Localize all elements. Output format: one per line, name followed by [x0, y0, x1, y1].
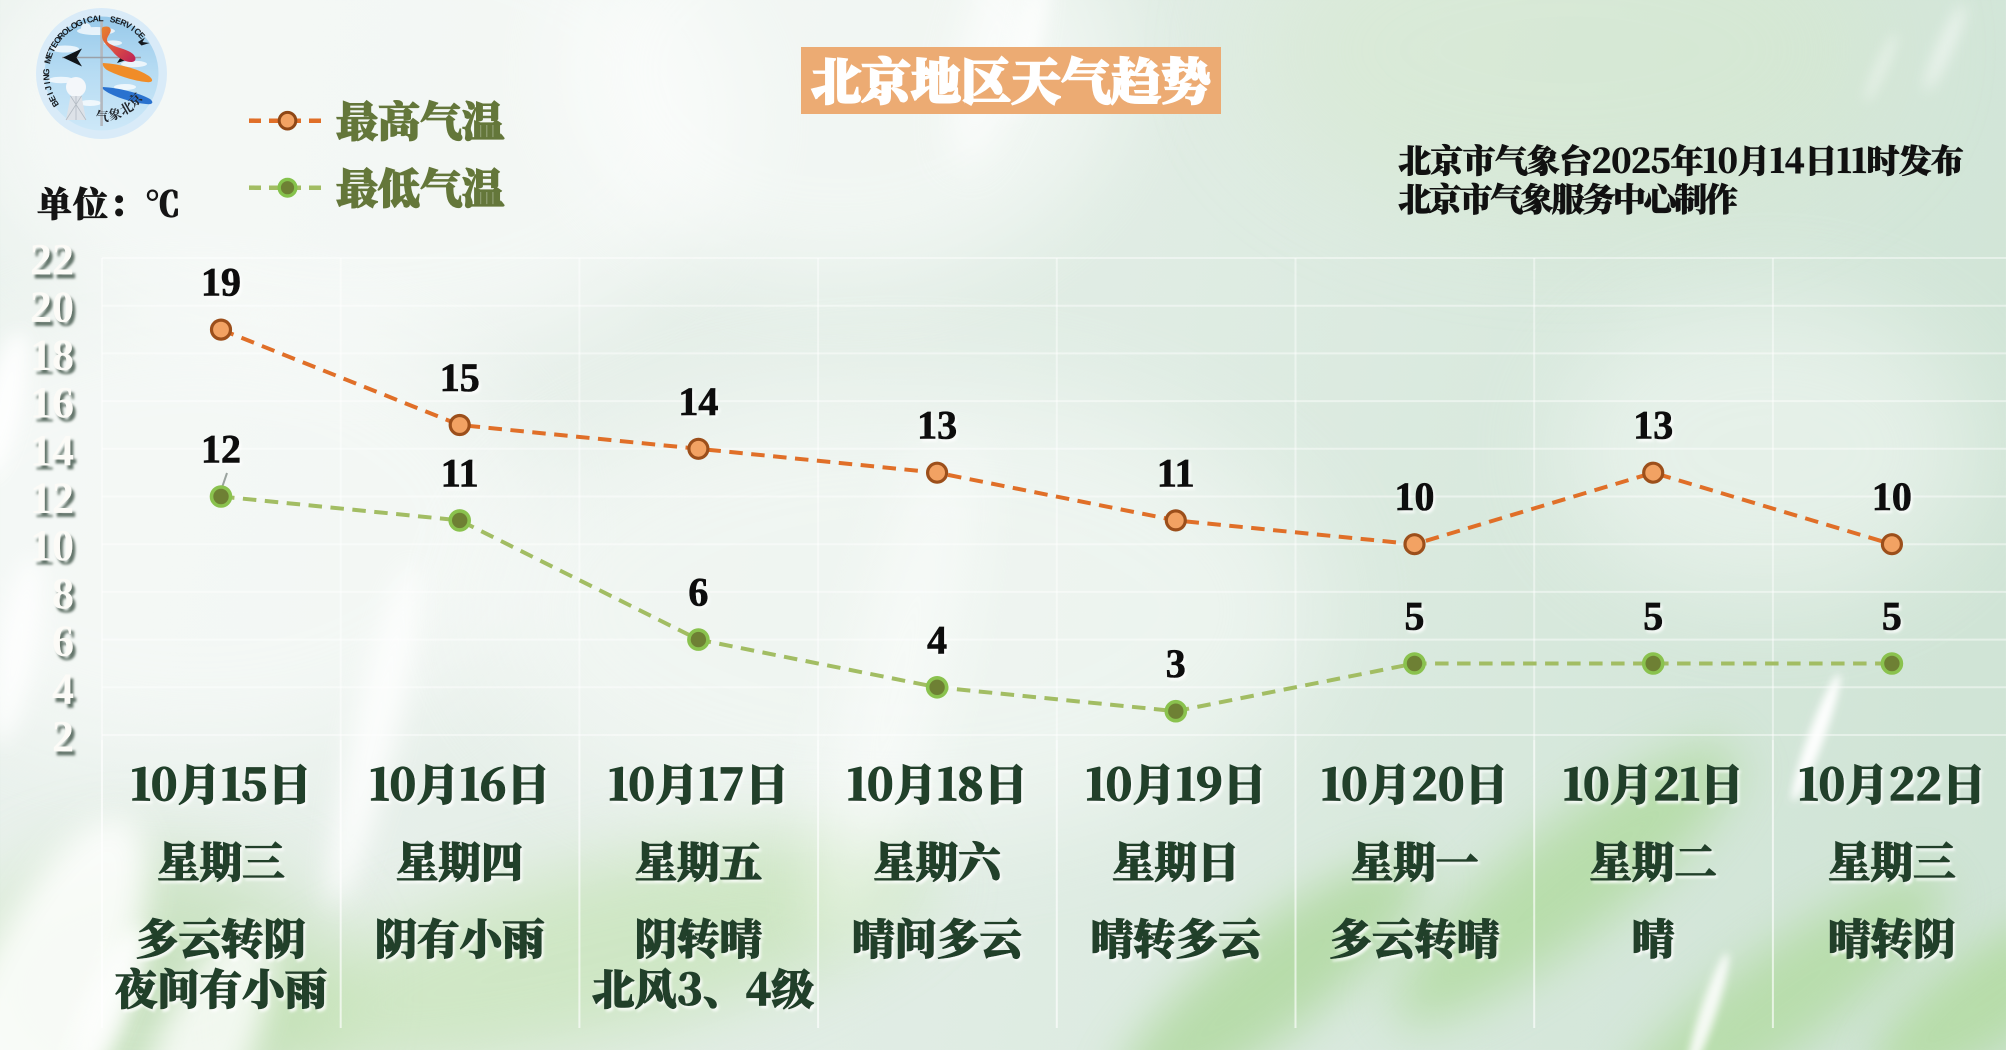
svg-text:G: G [74, 17, 84, 29]
svg-text:15: 15 [440, 355, 480, 400]
svg-text:S: S [109, 14, 117, 25]
svg-text:E: E [49, 39, 61, 49]
svg-text:22: 22 [30, 235, 74, 284]
svg-text:L: L [98, 13, 103, 23]
svg-text:B: B [49, 98, 61, 109]
svg-text:14: 14 [30, 426, 74, 475]
svg-text:5: 5 [1882, 594, 1902, 639]
svg-text:E: E [136, 30, 147, 41]
svg-text:10: 10 [1872, 474, 1912, 519]
svg-text:G: G [41, 68, 51, 75]
svg-text:12: 12 [30, 474, 74, 523]
svg-text:4: 4 [52, 664, 74, 713]
svg-text:16: 16 [30, 378, 74, 427]
svg-text:10: 10 [1395, 474, 1435, 519]
svg-text:R: R [119, 17, 129, 29]
svg-text:M: M [42, 55, 53, 64]
svg-text:R: R [55, 29, 67, 41]
svg-text:C: C [132, 26, 143, 38]
svg-text:V: V [124, 19, 134, 31]
svg-text:6: 6 [52, 617, 74, 666]
svg-text:O: O [69, 19, 80, 31]
svg-text:13: 13 [917, 403, 957, 448]
svg-text:J: J [43, 85, 54, 93]
svg-text:12: 12 [201, 427, 241, 472]
svg-text:E: E [114, 15, 123, 26]
svg-text:N: N [41, 74, 51, 81]
svg-text:6: 6 [688, 570, 708, 615]
svg-text:L: L [65, 23, 75, 34]
svg-text:8: 8 [52, 569, 74, 618]
svg-text:2: 2 [52, 712, 74, 761]
svg-text:O: O [52, 34, 64, 46]
svg-text:C: C [86, 14, 94, 25]
svg-text:3: 3 [1166, 641, 1186, 686]
svg-text:11: 11 [1157, 450, 1195, 495]
svg-text:I: I [45, 91, 55, 97]
svg-text:I: I [82, 16, 87, 26]
svg-text:20: 20 [30, 283, 74, 332]
svg-text:A: A [92, 13, 99, 24]
svg-text:14: 14 [678, 379, 718, 424]
svg-text:5: 5 [1643, 594, 1663, 639]
svg-text:13: 13 [1633, 403, 1673, 448]
svg-text:10: 10 [30, 521, 74, 570]
svg-text:19: 19 [201, 260, 241, 305]
svg-text:11: 11 [441, 450, 479, 495]
svg-text:18: 18 [30, 330, 74, 379]
svg-text:O: O [59, 26, 71, 38]
svg-text:4: 4 [927, 617, 947, 662]
svg-text:E: E [44, 50, 55, 59]
svg-text:E: E [46, 94, 58, 104]
svg-text:I: I [129, 23, 137, 33]
svg-text:5: 5 [1405, 594, 1425, 639]
svg-text:T: T [46, 44, 58, 54]
svg-text:I: I [42, 81, 52, 85]
